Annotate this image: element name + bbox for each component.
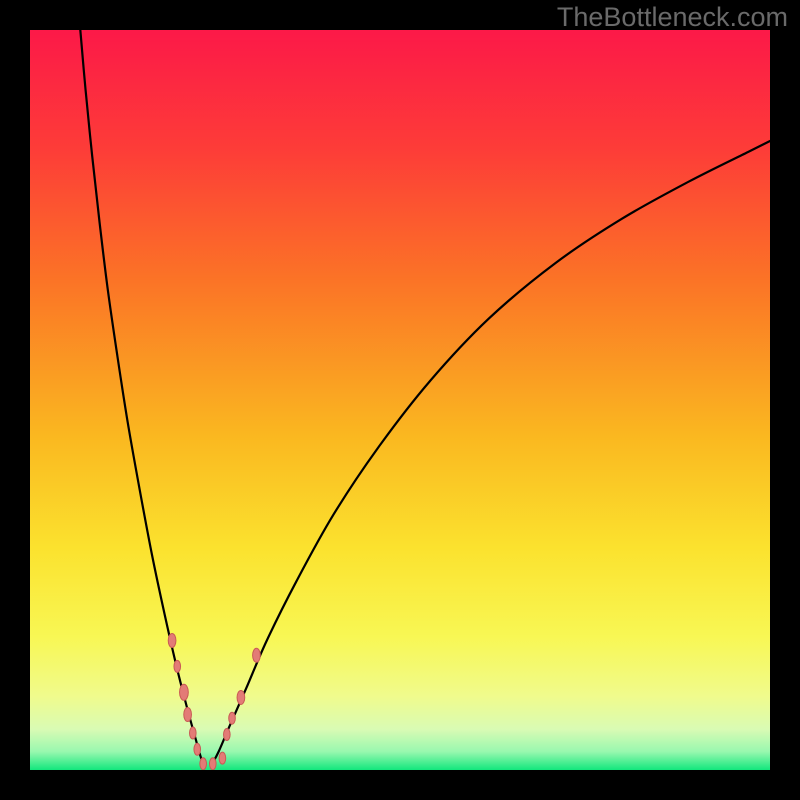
marker-cluster-left-point (168, 634, 176, 648)
marker-cluster-bottom-point (219, 752, 226, 764)
marker-cluster-left-point (190, 727, 197, 739)
marker-cluster-left-point (194, 743, 201, 755)
watermark-text: TheBottleneck.com (557, 2, 788, 33)
marker-cluster-bottom-point (200, 758, 207, 770)
marker-cluster-left-point (180, 684, 189, 700)
figure-root: TheBottleneck.com (0, 0, 800, 800)
marker-cluster-right-point (237, 690, 245, 704)
gradient-background (30, 30, 770, 770)
chart-svg (30, 30, 770, 770)
marker-cluster-left-point (174, 660, 181, 672)
marker-cluster-right-point (253, 648, 261, 662)
marker-cluster-bottom-point (209, 758, 216, 770)
marker-cluster-right-point (229, 712, 236, 724)
plot-area (30, 30, 770, 770)
marker-cluster-right-point (224, 728, 231, 740)
marker-cluster-left-point (184, 708, 192, 722)
